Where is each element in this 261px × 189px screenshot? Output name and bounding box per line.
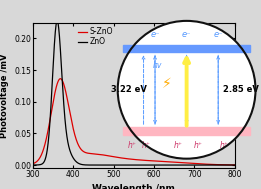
Text: e⁻: e⁻ xyxy=(182,30,191,39)
S-ZnO xyxy=(233,164,236,166)
Line: S-ZnO: S-ZnO xyxy=(33,79,235,165)
S-ZnO xyxy=(31,163,34,165)
S-ZnO xyxy=(124,157,127,160)
S-ZnO xyxy=(41,150,45,152)
ZnO xyxy=(129,164,133,166)
S-ZnO xyxy=(59,77,62,80)
S-ZnO xyxy=(228,164,231,166)
Text: h⁺: h⁺ xyxy=(174,141,182,150)
S-ZnO xyxy=(191,162,194,164)
Text: ⚡: ⚡ xyxy=(162,77,171,91)
Circle shape xyxy=(118,21,256,159)
Text: h⁺: h⁺ xyxy=(220,141,228,150)
Bar xyxy=(123,127,250,135)
ZnO xyxy=(31,164,34,166)
ZnO xyxy=(191,164,194,166)
Line: ZnO: ZnO xyxy=(33,21,235,165)
Text: hv: hv xyxy=(153,61,163,70)
Text: h⁺: h⁺ xyxy=(142,141,151,150)
ZnO xyxy=(41,162,45,164)
S-ZnO xyxy=(129,158,133,160)
ZnO xyxy=(228,164,231,166)
Text: h⁺: h⁺ xyxy=(194,141,203,150)
ZnO xyxy=(56,20,59,22)
X-axis label: Wavelength /nm: Wavelength /nm xyxy=(92,184,175,189)
Text: e⁻: e⁻ xyxy=(150,30,160,39)
ZnO xyxy=(228,164,231,166)
Y-axis label: Photovoltage /mV: Photovoltage /mV xyxy=(0,53,9,138)
S-ZnO xyxy=(228,164,231,166)
Text: h⁺: h⁺ xyxy=(128,141,137,150)
Text: e⁻: e⁻ xyxy=(213,30,223,39)
ZnO xyxy=(124,164,127,166)
Text: 3.22 eV: 3.22 eV xyxy=(111,85,147,94)
Text: 2.85 eV: 2.85 eV xyxy=(223,85,259,94)
ZnO xyxy=(233,164,236,166)
Legend: S-ZnO, ZnO: S-ZnO, ZnO xyxy=(77,26,114,47)
Bar xyxy=(123,45,250,53)
